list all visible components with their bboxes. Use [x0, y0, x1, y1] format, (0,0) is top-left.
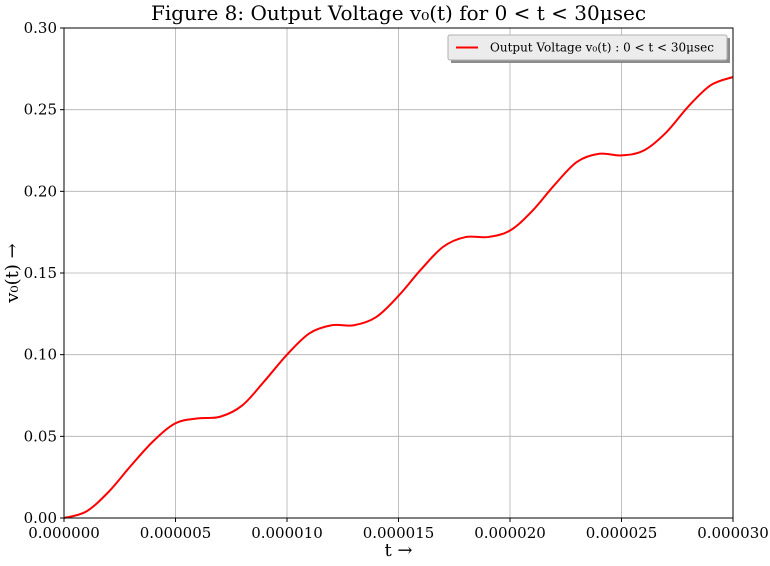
y-tick-label: 0.15: [24, 264, 57, 282]
grid: [63, 27, 734, 519]
x-tick-label: 0.000010: [251, 524, 323, 542]
x-tick-label: 0.000025: [586, 524, 658, 542]
y-tick-label: 0.20: [24, 182, 57, 200]
legend-box: [447, 34, 728, 61]
y-tick-label: 0.05: [24, 427, 57, 445]
y-tick-label: 0.30: [24, 19, 57, 37]
x-tick-label: 0.000030: [697, 524, 769, 542]
y-tick-label: 0.10: [24, 346, 57, 364]
y-axis-label: v₀(t) →: [2, 243, 23, 303]
x-tick-label: 0.000005: [140, 524, 212, 542]
series-layer: [63, 76, 734, 519]
y-tick-label: 0.00: [24, 509, 57, 527]
legend: Output Voltage v₀(t) : 0 < t < 30μsec: [447, 34, 730, 63]
chart-title: Figure 8: Output Voltage v₀(t) for 0 < t…: [151, 1, 646, 25]
x-tick-label: 0.000020: [474, 524, 546, 542]
ticks: 0.000000 0.000005 0.000010 0.000015 0.000020…: [24, 19, 769, 542]
legend-label: Output Voltage v₀(t) : 0 < t < 30μsec: [490, 41, 714, 55]
x-tick-label: 0.000000: [28, 524, 100, 542]
y-tick-label: 0.25: [24, 101, 57, 119]
x-tick-label: 0.000015: [363, 524, 435, 542]
series-line: [63, 76, 734, 519]
x-axis-label: t →: [384, 540, 412, 561]
